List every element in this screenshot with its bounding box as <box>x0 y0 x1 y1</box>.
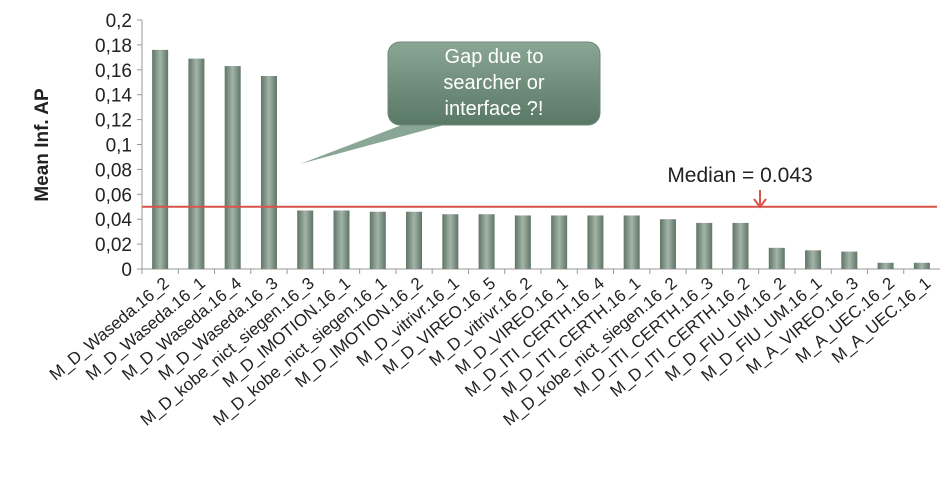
bar <box>913 262 930 269</box>
bar <box>297 210 314 269</box>
callout-box <box>387 41 601 126</box>
median-arrow <box>753 190 767 209</box>
y-tick-label: 0,06 <box>95 185 132 206</box>
y-tick-label: 0,04 <box>95 210 132 231</box>
y-tick-label: 0,18 <box>95 36 132 57</box>
y-tick-label: 0,12 <box>95 111 132 132</box>
y-tick-label: 0,14 <box>95 86 132 107</box>
callout-pointer <box>300 118 470 164</box>
bar <box>152 49 169 269</box>
bar <box>478 214 495 269</box>
y-axis-label: Mean Inf. AP <box>32 88 53 202</box>
bar <box>877 262 894 269</box>
bar <box>224 66 241 269</box>
bar <box>696 222 713 269</box>
bar <box>659 219 676 269</box>
bar <box>623 215 640 269</box>
callout-text: interface ?! <box>445 98 544 120</box>
callout-text: Gap due to <box>445 46 544 68</box>
bar <box>406 211 423 269</box>
bar <box>333 210 350 269</box>
bar <box>841 251 858 269</box>
y-tick-label: 0,02 <box>95 235 132 256</box>
y-tick-label: 0 <box>121 260 132 281</box>
bar <box>768 247 785 269</box>
y-tick-label: 0,1 <box>106 136 132 157</box>
bar <box>260 76 277 270</box>
bar <box>369 211 386 269</box>
bar <box>188 58 205 269</box>
median-label: Median = 0.043 <box>667 164 812 187</box>
bar <box>551 215 568 269</box>
bar <box>442 214 459 269</box>
y-tick-label: 0,2 <box>106 11 132 32</box>
bar <box>805 250 822 269</box>
callout-text: searcher or <box>443 72 544 94</box>
bar <box>732 222 749 269</box>
y-tick-label: 0,08 <box>95 160 132 181</box>
bar <box>587 215 604 269</box>
y-tick-label: 0,16 <box>95 61 132 82</box>
bar <box>514 215 531 269</box>
